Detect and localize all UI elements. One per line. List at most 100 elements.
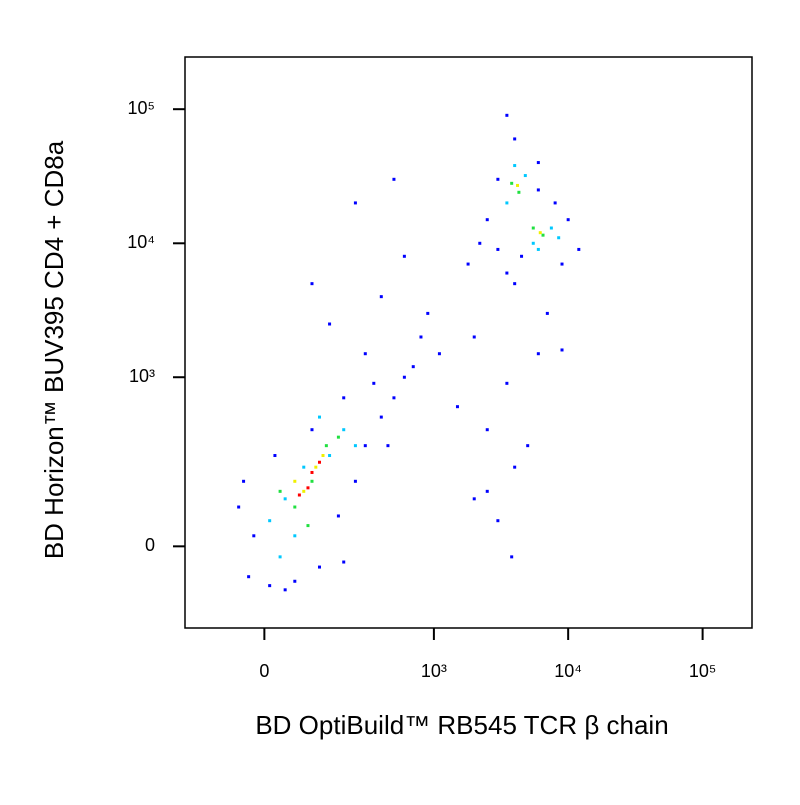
point — [302, 465, 306, 469]
point — [505, 113, 509, 117]
point — [538, 231, 542, 235]
point — [336, 435, 340, 439]
point — [237, 505, 241, 509]
point — [510, 555, 514, 559]
point — [505, 381, 509, 385]
point — [505, 271, 509, 275]
point — [455, 405, 459, 409]
point — [402, 375, 406, 379]
point — [496, 519, 500, 523]
point — [242, 479, 246, 483]
point — [278, 489, 282, 493]
y-tick-label: 0 — [145, 535, 155, 555]
point — [513, 164, 517, 168]
point — [336, 514, 340, 518]
point — [392, 177, 396, 181]
point — [472, 335, 476, 339]
point — [328, 454, 332, 458]
point — [531, 241, 535, 245]
point — [536, 188, 540, 192]
point — [485, 218, 489, 222]
point — [314, 465, 318, 469]
point — [268, 584, 272, 588]
point — [353, 201, 357, 205]
point — [317, 565, 321, 569]
point — [536, 161, 540, 165]
point — [566, 218, 570, 222]
point — [283, 497, 287, 501]
point — [478, 241, 482, 245]
point — [273, 454, 277, 458]
point — [342, 560, 346, 564]
point — [363, 444, 367, 448]
point — [513, 465, 517, 469]
point — [310, 479, 314, 483]
point — [526, 444, 530, 448]
point — [496, 177, 500, 181]
point — [531, 226, 535, 230]
point — [411, 365, 415, 369]
point — [386, 444, 390, 448]
point — [577, 247, 581, 251]
point — [306, 524, 310, 528]
x-tick-label: 0 — [259, 661, 269, 681]
point — [324, 444, 328, 448]
y-tick-label: 10⁴ — [127, 232, 155, 252]
point — [466, 262, 470, 266]
point — [310, 428, 314, 432]
point — [426, 311, 430, 315]
point — [560, 348, 564, 352]
point — [317, 415, 321, 419]
point — [293, 479, 297, 483]
x-tick-label: 10⁵ — [689, 661, 716, 681]
point — [342, 396, 346, 400]
point — [513, 282, 517, 286]
point — [379, 295, 383, 299]
point — [310, 470, 314, 474]
point — [517, 190, 521, 194]
point — [317, 460, 321, 464]
point — [268, 519, 272, 523]
y-axis-title: BD Horizon™ BUV395 CD4 + CD8a — [39, 140, 69, 559]
point — [536, 352, 540, 356]
x-axis-title: BD OptiBuild™ RB545 TCR β chain — [255, 710, 668, 740]
point — [510, 181, 514, 185]
point — [560, 262, 564, 266]
point — [516, 183, 520, 187]
x-tick-label: 10³ — [421, 661, 447, 681]
point — [353, 444, 357, 448]
y-tick-label: 10⁵ — [128, 98, 155, 118]
point — [437, 352, 441, 356]
point — [342, 428, 346, 432]
point — [252, 534, 256, 538]
point — [363, 352, 367, 356]
plot-frame — [184, 56, 753, 629]
point — [392, 396, 396, 400]
point — [247, 575, 251, 579]
point — [283, 588, 287, 592]
point — [545, 311, 549, 315]
point — [293, 579, 297, 583]
point — [310, 282, 314, 286]
point — [293, 505, 297, 509]
point — [549, 226, 553, 230]
point — [541, 233, 545, 237]
point — [353, 479, 357, 483]
point — [520, 254, 524, 258]
point — [278, 555, 282, 559]
point — [321, 454, 325, 458]
point — [328, 322, 332, 326]
point — [306, 486, 310, 490]
point — [293, 534, 297, 538]
point — [372, 381, 376, 385]
point — [379, 415, 383, 419]
point — [513, 137, 517, 141]
point — [557, 236, 561, 240]
y-tick-label: 10³ — [129, 366, 155, 386]
point — [472, 497, 476, 501]
point — [505, 201, 509, 205]
point — [297, 493, 301, 497]
point — [523, 174, 527, 178]
x-tick-label: 10⁴ — [554, 661, 582, 681]
